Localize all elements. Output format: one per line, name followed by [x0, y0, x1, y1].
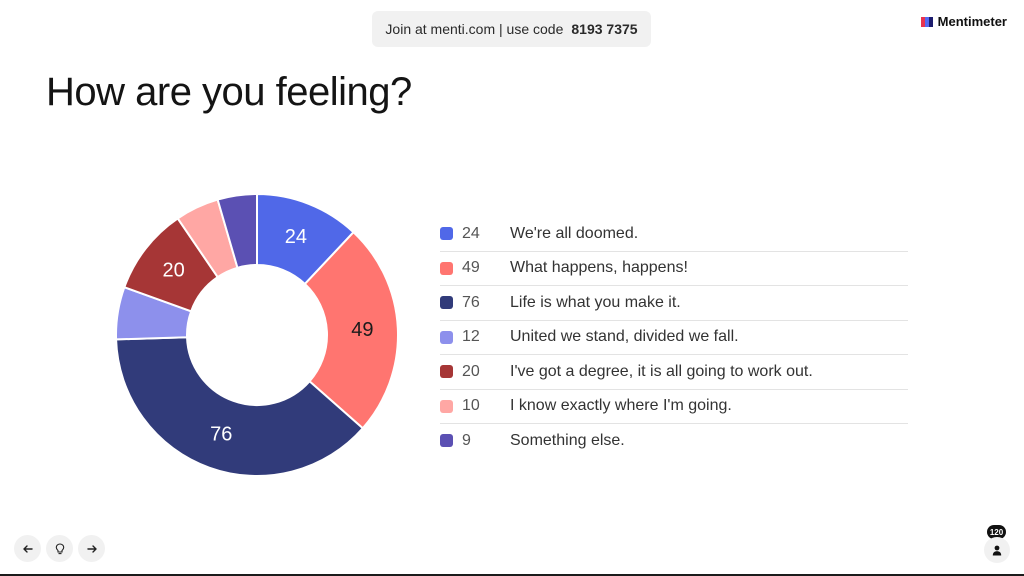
legend-item: 12 United we stand, divided we fall. — [440, 321, 908, 355]
slice-value-label: 76 — [210, 423, 232, 445]
person-icon — [992, 545, 1002, 555]
legend-label: I know exactly where I'm going. — [510, 397, 732, 415]
lightbulb-icon — [55, 542, 64, 554]
join-instructions: Join at menti.com | use code 8193 7375 — [372, 11, 651, 47]
legend-item: 76 Life is what you make it. — [440, 286, 908, 321]
chart-legend: 24 We're all doomed. 49 What happens, happe… — [440, 217, 908, 458]
mentimeter-logo: Mentimeter — [920, 14, 1007, 29]
legend-item: 9 Something else. — [440, 424, 908, 458]
previous-slide-button[interactable] — [14, 535, 41, 562]
legend-label: Something else. — [510, 431, 625, 449]
donut-slice — [303, 231, 399, 430]
next-slide-button[interactable] — [78, 535, 105, 562]
legend-value: 12 — [462, 328, 480, 346]
mentimeter-logo-icon — [920, 16, 933, 27]
legend-label: What happens, happens! — [510, 259, 688, 277]
reactions-button[interactable] — [46, 535, 73, 562]
arrow-right-icon — [86, 544, 97, 553]
legend-item: 10 I know exactly where I'm going. — [440, 390, 908, 424]
legend-swatch — [440, 227, 453, 241]
donut-chart: 24 49 76 20 — [115, 193, 399, 477]
slice-value-label: 24 — [285, 226, 307, 248]
legend-value: 24 — [462, 224, 480, 242]
join-code: 8193 7375 — [571, 21, 638, 37]
legend-value: 49 — [462, 259, 480, 277]
join-text: Join at menti.com | use code — [385, 21, 564, 37]
legend-swatch — [440, 434, 453, 448]
legend-swatch — [440, 261, 453, 275]
legend-item: 49 What happens, happens! — [440, 252, 908, 286]
legend-value: 20 — [462, 362, 480, 380]
audience-button[interactable] — [984, 537, 1010, 563]
audience-indicator[interactable]: 120 — [984, 525, 1010, 563]
donut-slice — [216, 193, 258, 269]
legend-label: Life is what you make it. — [510, 293, 681, 311]
slice-value-label: 20 — [163, 259, 185, 281]
legend-value: 10 — [462, 397, 480, 415]
legend-item: 20 I've got a degree, it is all going to … — [440, 355, 908, 390]
slice-value-label: 49 — [351, 319, 373, 341]
legend-swatch — [440, 399, 453, 413]
legend-label: We're all doomed. — [510, 224, 639, 242]
legend-value: 9 — [462, 431, 471, 449]
page-title: How are you feeling? — [46, 70, 412, 114]
legend-swatch — [440, 365, 453, 379]
legend-value: 76 — [462, 293, 480, 311]
legend-label: United we stand, divided we fall. — [510, 328, 739, 346]
legend-item: 24 We're all doomed. — [440, 217, 908, 252]
arrow-left-icon — [22, 544, 33, 553]
participant-count-badge: 120 — [987, 525, 1006, 539]
legend-swatch — [440, 296, 453, 310]
bottom-divider — [0, 574, 1024, 576]
donut-slice — [115, 336, 364, 477]
brand-name: Mentimeter — [937, 14, 1007, 29]
legend-label: I've got a degree, it is all going to wo… — [510, 362, 813, 380]
legend-swatch — [440, 330, 453, 344]
